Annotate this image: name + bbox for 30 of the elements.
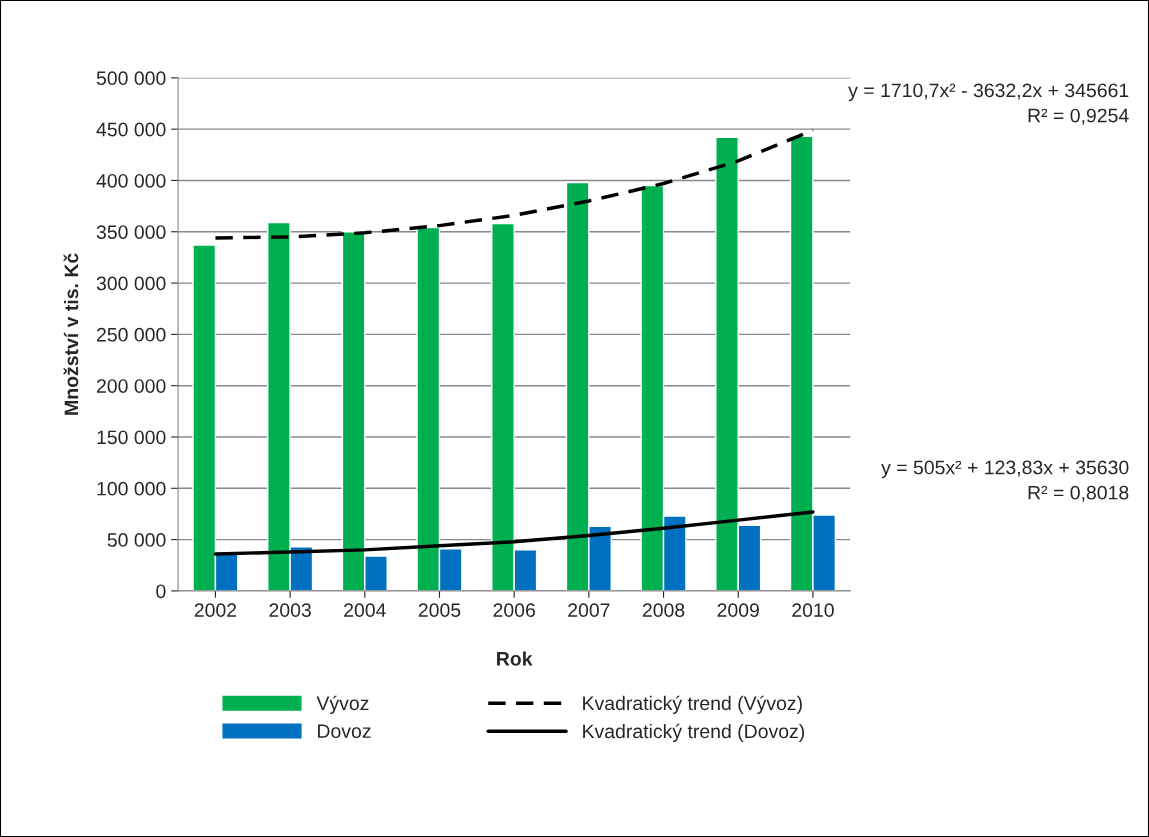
x-tick-label: 2003	[269, 603, 311, 618]
y-tick-label: 450 000	[96, 122, 166, 137]
text: y = 505x² + 123,83x + 35630 R² = 0,8018	[881, 460, 1129, 502]
y-axis-title: Množství v tis. Kč	[63, 253, 79, 415]
y-tick-label: 0	[156, 584, 166, 599]
annotation: y = 1710,7x² - 3632,2x + 345661 R² = 0,9254	[848, 83, 1129, 125]
y-tick-label: 350 000	[96, 225, 166, 239]
y-tick-label: 50 000	[107, 533, 166, 547]
legend-label: Vývoz	[316, 695, 369, 714]
y-tick-label: 300 000	[96, 276, 166, 291]
y-tick-label: 250 000	[96, 327, 166, 342]
y-tick-label: 100 000	[97, 481, 166, 496]
y-tick-label: 500 000	[96, 71, 166, 86]
legend-label: Kvadratický trend (Dovoz)	[583, 723, 805, 743]
legend-label: Dovoz	[318, 724, 371, 738]
x-tick-label: 2010	[792, 603, 834, 618]
y-tick-label: 200 000	[96, 379, 166, 393]
line-series	[213, 128, 815, 240]
x-tick-label: 2005	[418, 603, 461, 618]
line-series	[213, 510, 815, 556]
y-tick-label: 150 000	[97, 430, 166, 445]
x-tick-label: 2006	[493, 603, 535, 618]
x-tick-label: 2008	[642, 603, 685, 618]
x-tick-label: 2009	[717, 603, 759, 618]
x-tick-label: 2007	[568, 603, 610, 618]
y-tick-label: 400 000	[96, 173, 166, 188]
x-axis-title: Rok	[497, 651, 533, 666]
x-tick-label: 2002	[194, 603, 237, 618]
x-tick-label: 2004	[344, 603, 386, 618]
legend-label: Kvadratický trend (Vývoz)	[583, 695, 802, 714]
